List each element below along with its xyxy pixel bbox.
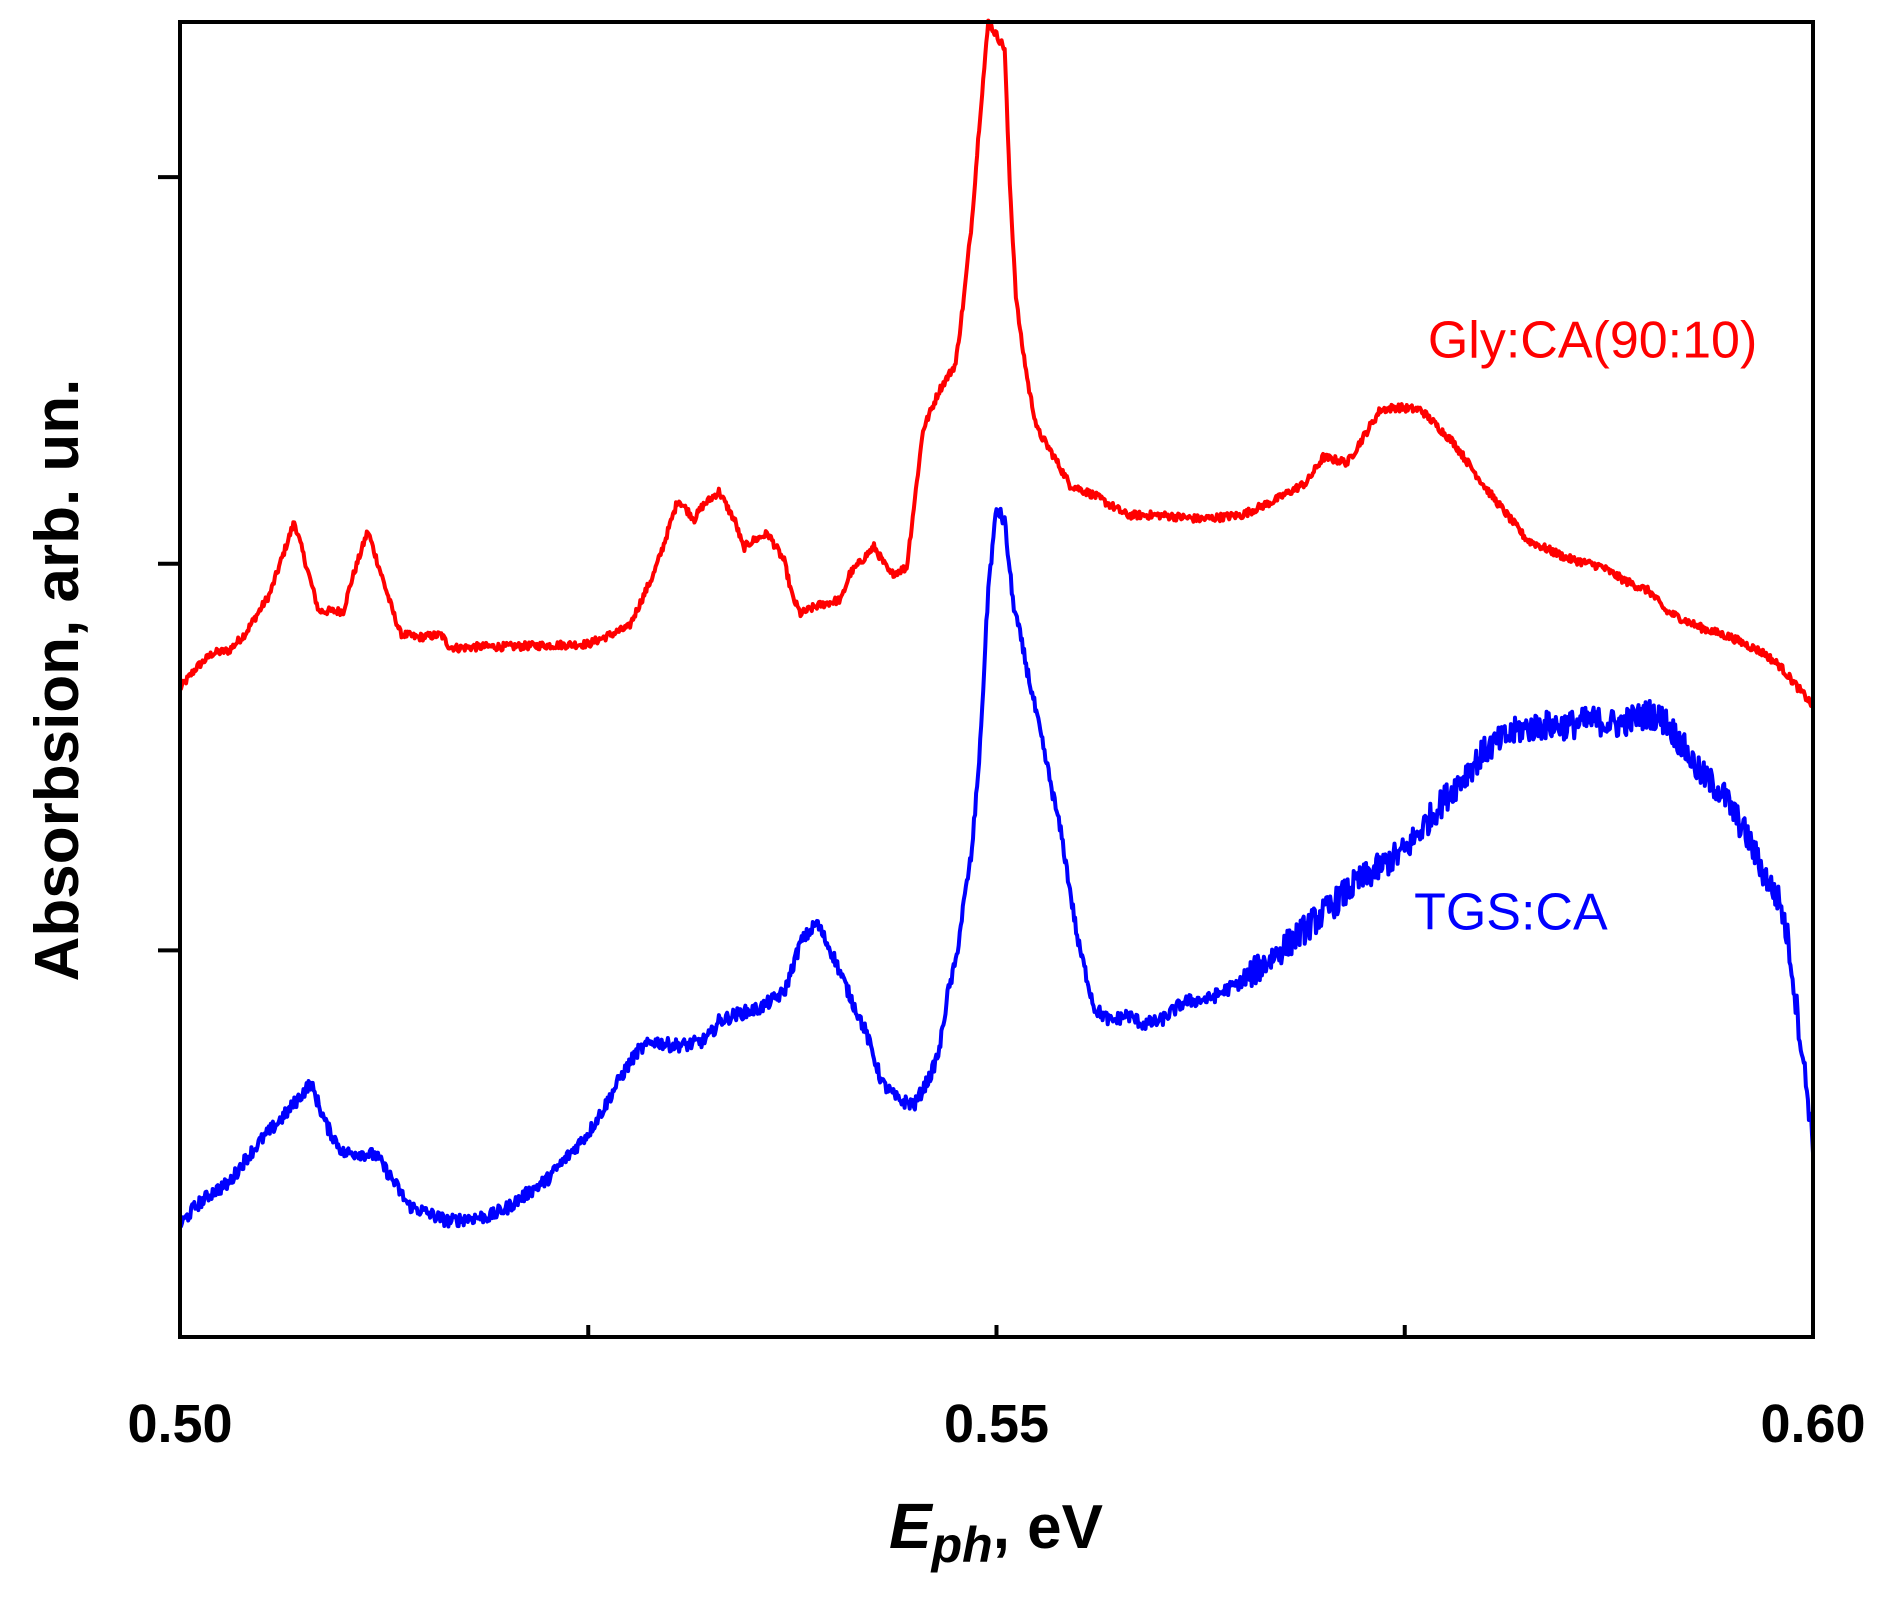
x-tick-label: 0.55: [944, 1394, 1049, 1454]
x-tick-label: 0.50: [127, 1394, 232, 1454]
x-axis-unit: , eV: [993, 1493, 1103, 1562]
x-axis-subscript: ph: [930, 1517, 993, 1573]
plot-lines: [178, 18, 1815, 1229]
series-label-1: Gly:CA(90:10): [1428, 311, 1757, 369]
x-tick-label: 0.60: [1760, 1394, 1865, 1454]
y-axis-title: Absorbsion, arb. un.: [23, 379, 92, 982]
x-axis-ticks: 0.50 0.55 0.60: [127, 1325, 1866, 1454]
series-line-1: [178, 18, 1815, 708]
series-labels: Gly:CA(90:10) TGS:CA: [1414, 311, 1757, 941]
x-axis-symbol: E: [889, 1490, 934, 1562]
series-label-2: TGS:CA: [1414, 883, 1608, 941]
x-axis-title: Eph, eV: [889, 1490, 1103, 1573]
series-line-2: [178, 506, 1815, 1229]
y-axis-ticks: [158, 175, 180, 953]
